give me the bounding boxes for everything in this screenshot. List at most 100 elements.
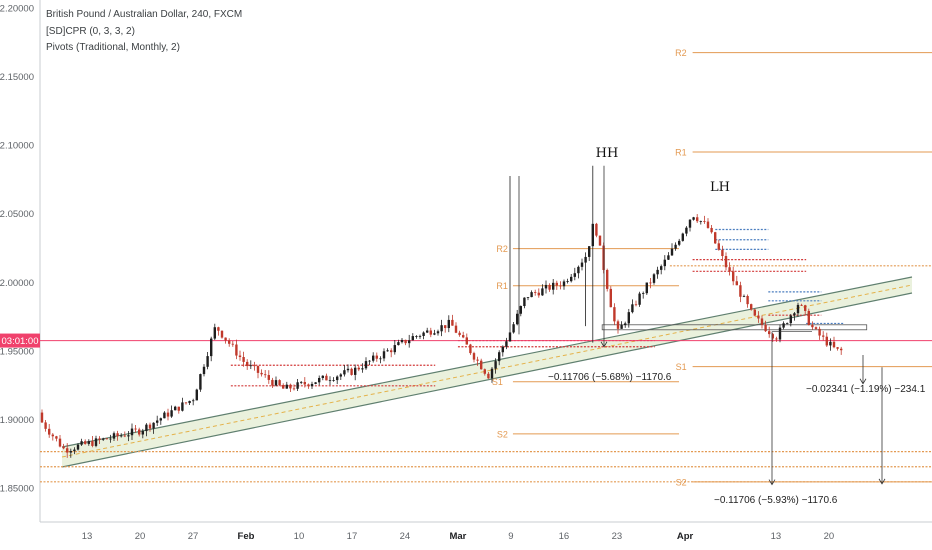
candle-body — [544, 284, 548, 289]
candle-body — [829, 341, 832, 346]
hh-label: HH — [596, 146, 619, 161]
candle-body — [746, 295, 749, 305]
candle-body — [375, 355, 378, 359]
x-tick-label: 24 — [400, 531, 411, 542]
candle-body — [120, 435, 123, 437]
candle-body — [778, 327, 782, 340]
candle-body — [339, 374, 342, 377]
candle-body — [73, 449, 76, 452]
candle-body — [105, 438, 108, 440]
candle-body — [656, 269, 659, 275]
candle-body — [127, 435, 130, 437]
candle-body — [397, 342, 400, 346]
x-tick-label: 20 — [135, 531, 146, 542]
candle-body — [289, 384, 292, 389]
candle-body — [393, 345, 396, 353]
current-price-label: 03:01:00 — [2, 336, 39, 347]
candle-body — [48, 428, 51, 435]
candle-body — [793, 313, 796, 316]
candle-body — [188, 400, 191, 404]
candle-body — [170, 410, 173, 417]
candle-body — [404, 339, 407, 344]
candle-body — [390, 350, 393, 353]
trend-channel-lower — [61, 292, 913, 468]
candle-body — [739, 285, 742, 297]
candle-body — [559, 285, 562, 287]
x-tick-label: 20 — [824, 531, 835, 542]
indicator-cpr-label: [SD]CPR (0, 3, 3, 2) — [46, 26, 135, 37]
candle-body — [325, 375, 328, 381]
trend-channel-upper — [61, 276, 913, 448]
candle-body — [372, 355, 375, 361]
candle-body — [483, 369, 486, 374]
candle-body — [516, 313, 519, 325]
candle-body — [663, 259, 666, 267]
candle-body — [631, 304, 634, 313]
candle-body — [58, 438, 62, 447]
candle-body — [598, 235, 602, 246]
candle-body — [274, 380, 278, 386]
candle-body — [422, 332, 425, 336]
candle-body — [537, 292, 540, 296]
x-tick-label: 17 — [347, 531, 358, 542]
candle-body — [624, 323, 627, 326]
candle-body — [490, 368, 494, 379]
x-tick-label: Apr — [677, 531, 694, 542]
candle-body — [206, 356, 209, 367]
candle-body — [732, 271, 735, 282]
candle-body — [382, 351, 386, 359]
pivot-label: S2 — [497, 429, 508, 439]
x-tick-label: 10 — [294, 531, 305, 542]
candle-body — [328, 380, 332, 382]
candle-body — [566, 281, 569, 282]
candle-body — [429, 330, 432, 335]
y-tick-label: 2.20000 — [0, 4, 34, 15]
candle-body — [76, 444, 80, 450]
candle-body — [498, 352, 501, 362]
candle-body — [580, 262, 584, 267]
candle-body — [735, 281, 738, 286]
x-tick-label: 16 — [559, 531, 570, 542]
candle-body — [87, 441, 90, 444]
candle-body — [717, 243, 720, 250]
y-tick-label: 2.15000 — [0, 72, 34, 83]
chart-title: British Pound / Australian Dollar, 240, … — [46, 9, 243, 20]
candle-body — [249, 365, 252, 367]
candle-body — [674, 244, 677, 249]
candle-body — [368, 360, 371, 362]
candle-body — [652, 274, 656, 283]
candle-body — [660, 266, 663, 270]
candle-body — [192, 400, 195, 402]
pivot-label: R1 — [496, 281, 508, 291]
candle-body — [667, 255, 670, 260]
candle-body — [292, 388, 296, 390]
candle-body — [757, 315, 760, 319]
pivot-label: S1 — [492, 377, 503, 387]
candle-body — [400, 339, 404, 343]
candle-body — [112, 433, 116, 439]
candle-body — [526, 297, 530, 298]
candle-body — [728, 267, 731, 272]
candle-body — [314, 382, 317, 384]
candle-body — [584, 256, 587, 263]
candle-body — [364, 361, 368, 369]
candle-body — [685, 227, 688, 234]
candle-body — [541, 288, 544, 296]
candle-body — [595, 223, 598, 236]
candle-body — [555, 282, 558, 286]
candle-body — [627, 312, 630, 324]
candle-body — [62, 446, 65, 449]
candle-body — [386, 350, 389, 352]
candle-body — [156, 420, 159, 423]
candle-body — [141, 431, 144, 435]
x-tick-label: Mar — [449, 531, 466, 542]
candle-body — [476, 359, 479, 361]
x-tick-label: 13 — [82, 531, 93, 542]
candle-body — [224, 337, 227, 341]
candle-body — [242, 357, 245, 362]
candle-body — [487, 373, 490, 379]
candle-body — [649, 282, 652, 284]
candle-body — [436, 331, 440, 334]
candle-body — [343, 370, 346, 375]
